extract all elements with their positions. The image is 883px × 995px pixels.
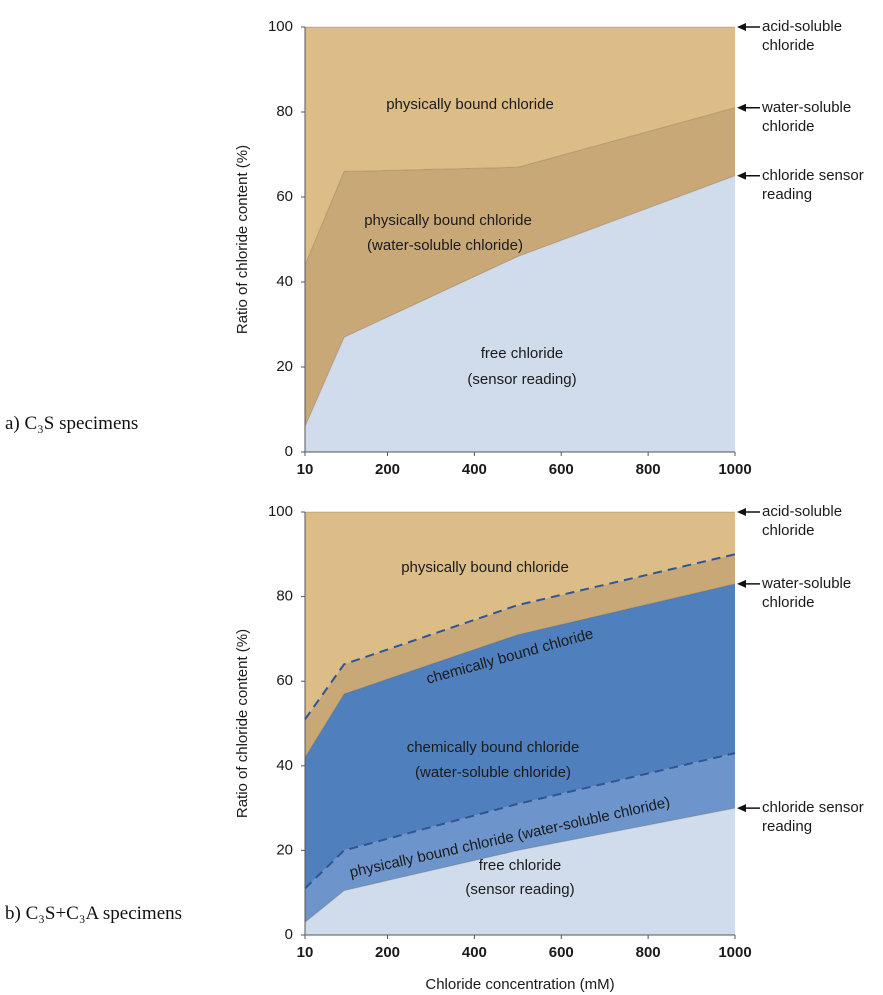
series-label: chloride sensor reading <box>762 799 864 836</box>
arrow-head <box>737 23 746 31</box>
y-axis-label: Ratio of chloride content (%) <box>234 145 251 334</box>
boundary-line <box>304 583 736 758</box>
series-label: chloride sensor reading <box>762 166 864 203</box>
series-label: water-soluble chloride <box>762 574 852 611</box>
series-label: acid-soluble chloride <box>762 18 843 54</box>
y-tick-label: 0 <box>285 926 293 943</box>
band-fill <box>305 27 735 265</box>
y-tick-label: 60 <box>276 672 293 689</box>
y-tick-label: 20 <box>276 841 293 858</box>
x-tick-label: 200 <box>375 461 400 478</box>
y-tick-label: 80 <box>276 588 293 605</box>
x-tick-label: 600 <box>549 944 574 961</box>
y-axis-label: Ratio of chloride content (%) <box>234 629 251 818</box>
region-label: free chloride <box>479 857 562 874</box>
region-label: physically bound chloride <box>386 96 554 113</box>
boundary-line <box>304 807 736 923</box>
region-label: physically bound chloride <box>401 559 569 576</box>
arrow-head <box>737 171 746 180</box>
band-fill <box>305 808 735 935</box>
band-fill <box>305 583 735 889</box>
panel-label: a) C₃S specimens <box>5 413 139 434</box>
region-label: (water-soluble chloride) <box>367 237 523 254</box>
boundary-line <box>304 107 736 266</box>
y-tick-label: 0 <box>285 443 293 460</box>
boundary-line <box>304 175 736 427</box>
y-tick-label: 40 <box>276 757 293 774</box>
x-tick-label: 600 <box>549 461 574 478</box>
x-tick-label: 800 <box>636 461 661 478</box>
region-label: physically bound chloride <box>364 212 532 229</box>
x-tick-label: 800 <box>636 944 661 961</box>
x-axis-label: Chloride concentration (mM) <box>425 976 614 993</box>
series-label: water-soluble chloride <box>762 98 852 135</box>
x-tick-label: 1000 <box>718 461 751 478</box>
region-label: free chloride <box>481 345 564 362</box>
y-tick-label: 60 <box>276 188 293 205</box>
x-tick-label: 400 <box>462 461 487 478</box>
series-label: acid-soluble chloride <box>762 503 843 539</box>
boundary-line <box>304 553 736 720</box>
band-fill <box>305 512 735 720</box>
x-tick-label: 1000 <box>718 944 751 961</box>
y-tick-label: 100 <box>268 18 293 35</box>
band-fill <box>305 175 735 452</box>
x-tick-label: 400 <box>462 944 487 961</box>
y-tick-label: 80 <box>276 103 293 120</box>
band-fill <box>305 107 735 427</box>
y-tick-label: 40 <box>276 273 293 290</box>
y-tick-label: 20 <box>276 358 293 375</box>
region-label: chemically bound chloride <box>407 739 580 756</box>
region-label: (sensor reading) <box>465 881 574 898</box>
arrow-head <box>737 804 746 813</box>
band-fill <box>305 554 735 758</box>
boundary-line <box>304 752 736 890</box>
arrow-head <box>737 103 746 112</box>
y-tick-label: 100 <box>268 503 293 520</box>
arrow-head <box>737 579 746 588</box>
region-label: (sensor reading) <box>467 371 576 388</box>
x-tick-label: 10 <box>297 461 314 478</box>
panel-label: b) C₃S+C₃A specimens <box>5 903 183 924</box>
region-label: (water-soluble chloride) <box>415 764 571 781</box>
x-tick-label: 10 <box>297 944 314 961</box>
arrow-head <box>737 508 746 516</box>
band-fill <box>305 753 735 923</box>
x-tick-label: 200 <box>375 944 400 961</box>
